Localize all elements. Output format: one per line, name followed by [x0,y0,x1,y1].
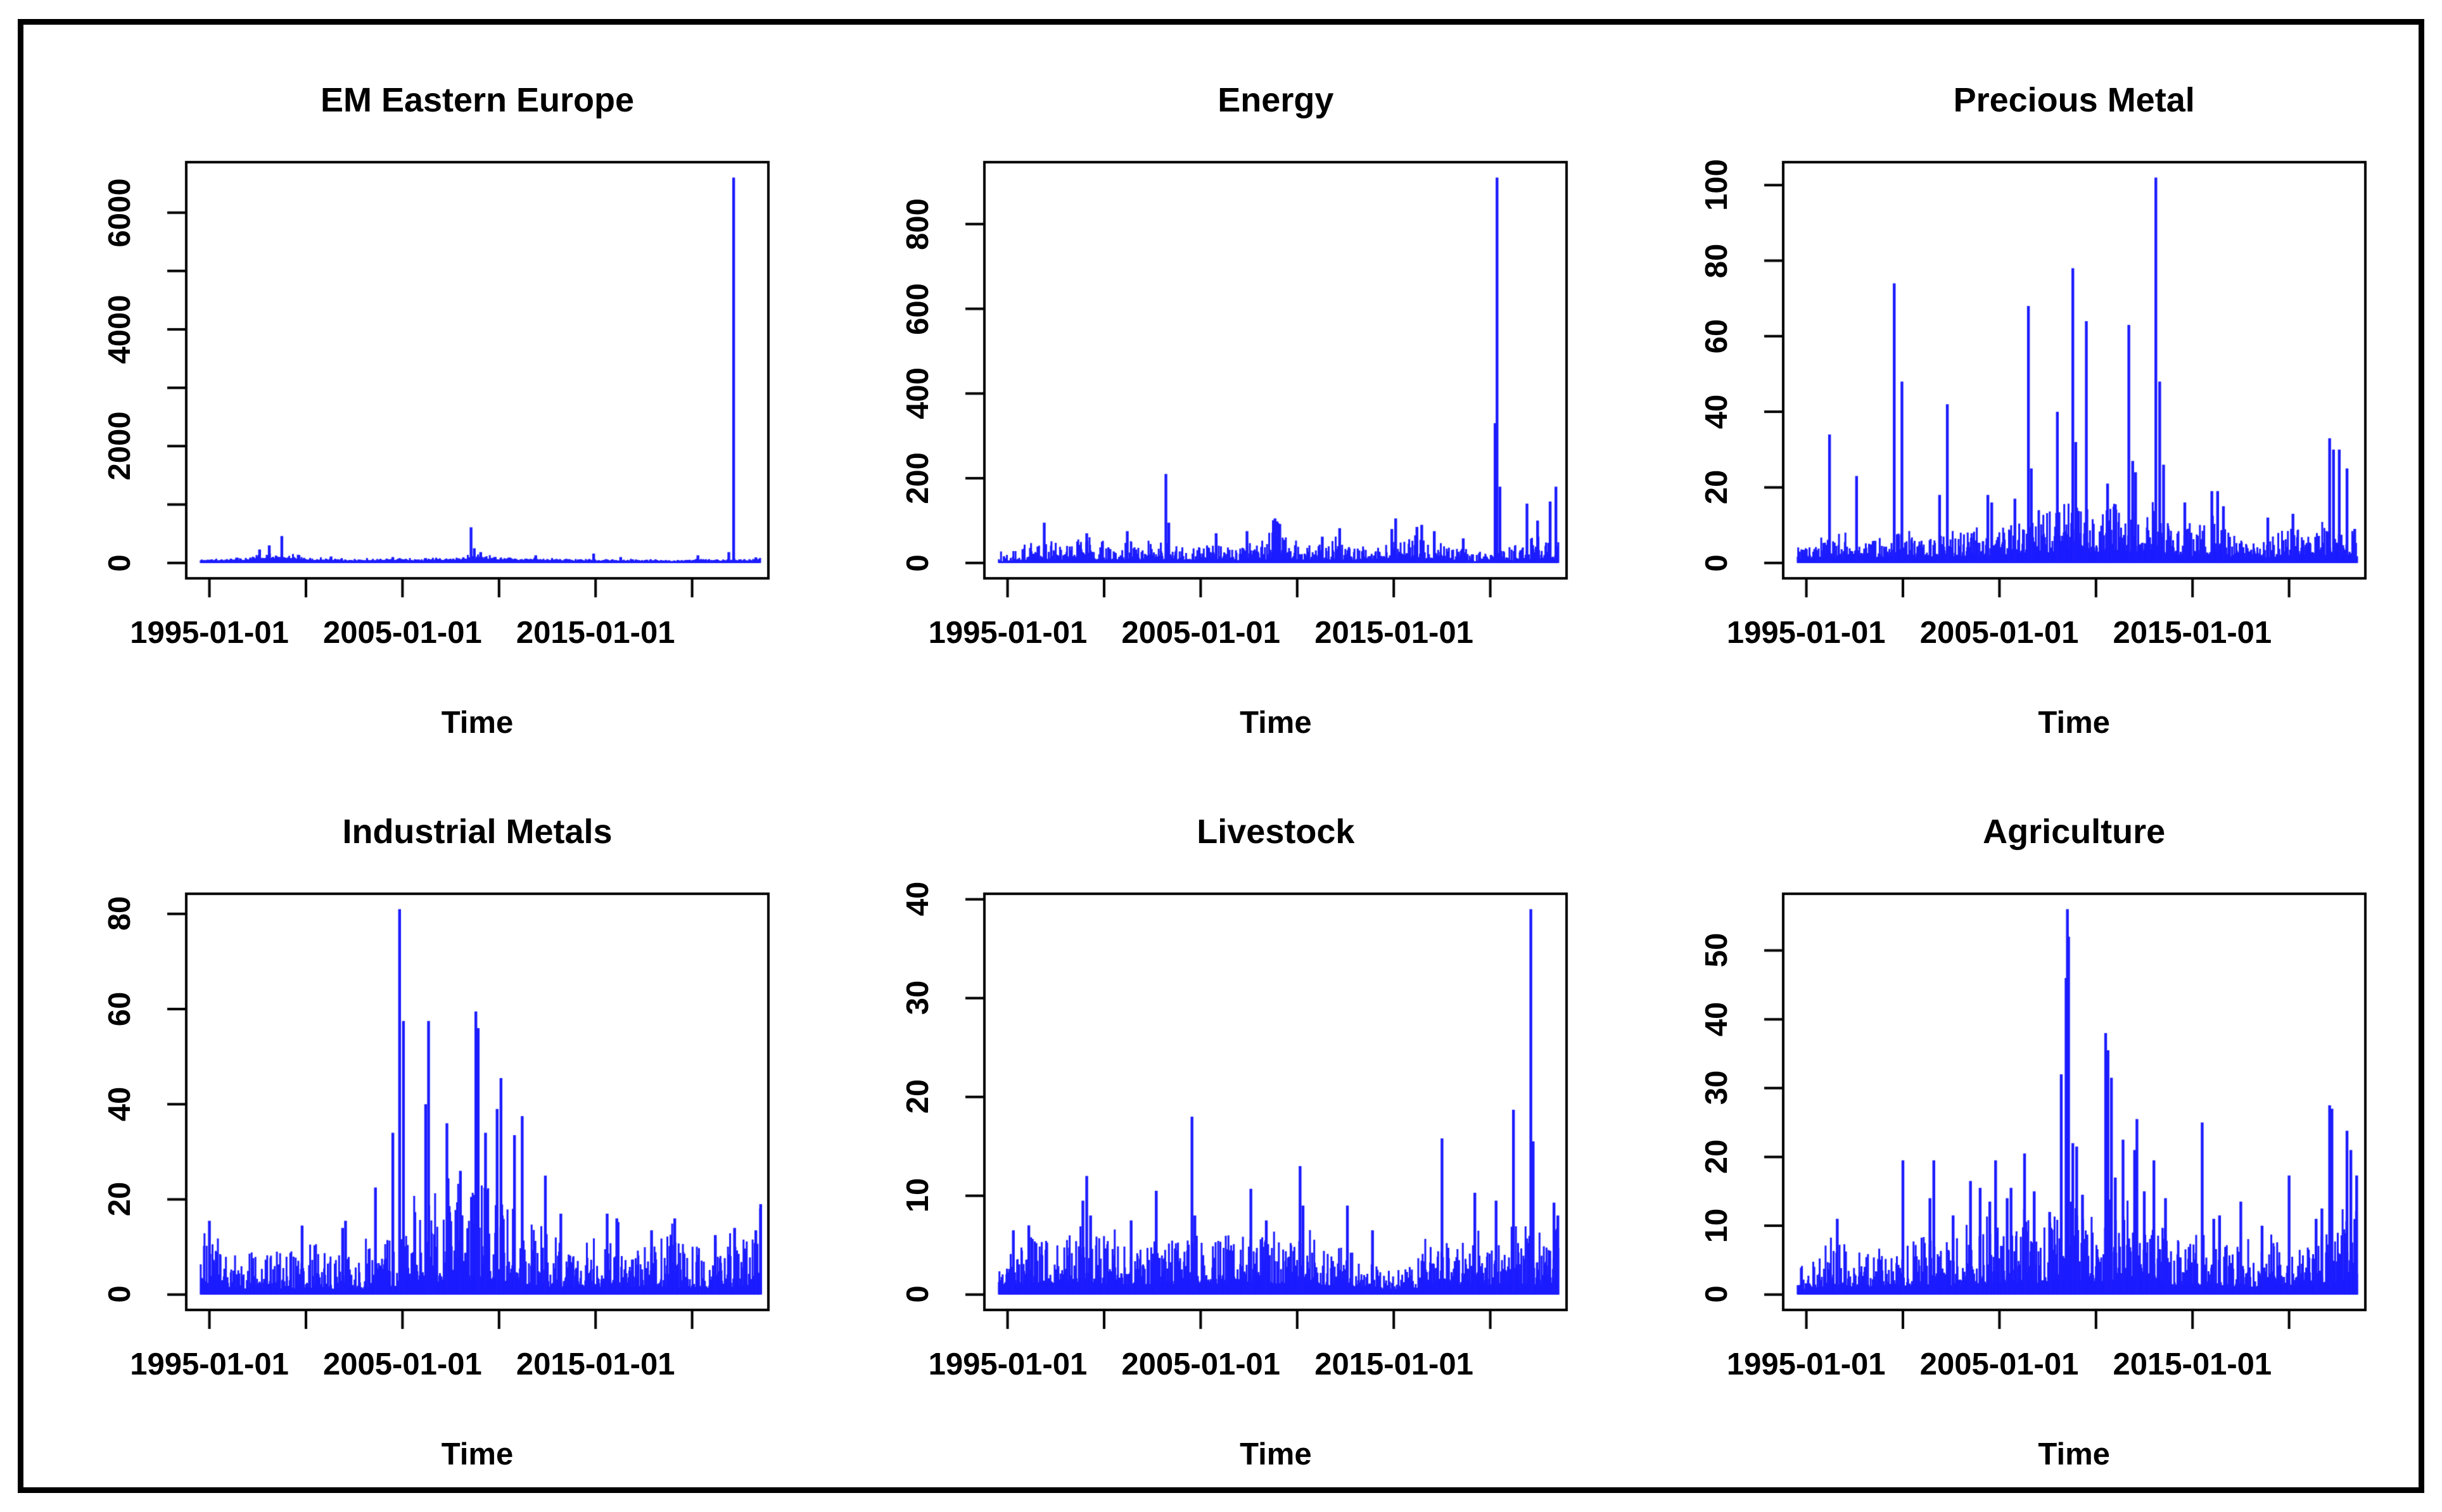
x-tick-label: 1995-01-01 [928,1347,1088,1382]
y-tick-label: 60 [1699,319,1734,354]
chart-title: Livestock [1197,812,1355,851]
x-tick-label: 1995-01-01 [1726,1347,1886,1382]
x-tick-label: 2015-01-01 [2113,616,2272,650]
chart-title: Industrial Metals [342,812,613,851]
y-tick-label: 30 [901,980,936,1015]
chart-title: Precious Metal [1953,81,2195,119]
y-tick-label: 0 [1699,1285,1734,1303]
y-tick-label: 800 [901,198,936,250]
x-tick-label: 1995-01-01 [928,616,1088,650]
y-tick-label: 40 [1699,1001,1734,1036]
x-tick-label: 2015-01-01 [1314,616,1473,650]
x-tick-label: 1995-01-01 [130,1347,289,1382]
x-tick-label: 2005-01-01 [1919,1347,2079,1382]
x-axis-title: Time [1240,1437,1312,1471]
chart-panel-agriculture: Agriculture 1995-01-01 2005-01-01 2015-01-0… [1620,756,2419,1488]
x-axis-title: Time [2038,1437,2110,1471]
chart-plot-canvas [1620,756,2419,1487]
y-tick-label: 80 [1699,243,1734,278]
chart-plot-canvas [23,756,822,1487]
y-tick-label: 30 [1699,1070,1734,1105]
chart-plot-canvas [822,25,1620,756]
x-tick-label: 2005-01-01 [323,616,482,650]
y-tick-label: 100 [1699,159,1734,212]
chart-plot-canvas [1620,25,2419,756]
x-tick-label: 2015-01-01 [516,1347,675,1382]
x-axis-title: Time [441,1437,514,1471]
y-tick-label: 2000 [103,411,137,481]
x-axis-title: Time [1240,706,1312,740]
y-tick-label: 200 [901,452,936,504]
chart-title: EM Eastern Europe [320,81,635,119]
chart-plot-canvas [23,25,822,756]
chart-panel-livestock: Livestock 1995-01-01 2005-01-01 2015-01-01 0… [822,756,1620,1488]
x-tick-label: 2005-01-01 [1121,1347,1281,1382]
y-tick-label: 0 [1699,554,1734,572]
y-tick-label: 400 [901,367,936,420]
y-tick-label: 20 [1699,470,1734,505]
y-tick-label: 10 [901,1178,936,1213]
chart-title: Energy [1218,81,1334,119]
x-tick-label: 2015-01-01 [1314,1347,1473,1382]
y-tick-label: 0 [901,554,936,572]
x-tick-label: 2005-01-01 [1919,616,2079,650]
y-tick-label: 40 [1699,394,1734,429]
x-tick-label: 2005-01-01 [1121,616,1281,650]
charts-grid: EM Eastern Europe 1995-01-01 2005-01-01 201… [23,25,2419,1487]
y-tick-label: 0 [901,1285,936,1303]
y-tick-label: 20 [901,1079,936,1114]
x-tick-label: 2015-01-01 [2113,1347,2272,1382]
x-axis-title: Time [441,706,514,740]
y-tick-label: 40 [901,881,936,917]
chart-panel-industrial-metals: Industrial Metals 1995-01-01 2005-01-01 201… [23,756,822,1488]
y-tick-label: 6000 [103,178,137,248]
y-tick-label: 50 [1699,932,1734,968]
chart-panel-precious-metal: Precious Metal 1995-01-01 2005-01-01 2015-0… [1620,25,2419,756]
y-tick-label: 60 [103,991,137,1026]
y-tick-label: 4000 [103,295,137,364]
chart-panel-em-eastern-europe: EM Eastern Europe 1995-01-01 2005-01-01 201… [23,25,822,756]
y-tick-label: 600 [901,283,936,335]
y-tick-label: 0 [103,1285,137,1303]
x-tick-label: 2015-01-01 [516,616,675,650]
y-tick-label: 0 [103,554,137,572]
y-tick-label: 20 [103,1181,137,1217]
y-tick-label: 20 [1699,1139,1734,1174]
x-axis-title: Time [2038,706,2110,740]
y-tick-label: 10 [1699,1208,1734,1243]
chart-plot-canvas [822,756,1620,1487]
chart-title: Agriculture [1983,812,2166,851]
y-tick-label: 80 [103,896,137,931]
chart-panel-energy: Energy 1995-01-01 2005-01-01 2015-01-01 0 200… [822,25,1620,756]
x-tick-label: 1995-01-01 [130,616,289,650]
x-tick-label: 1995-01-01 [1726,616,1886,650]
figure-frame: EM Eastern Europe 1995-01-01 2005-01-01 201… [18,19,2424,1493]
x-tick-label: 2005-01-01 [323,1347,482,1382]
y-tick-label: 40 [103,1086,137,1122]
